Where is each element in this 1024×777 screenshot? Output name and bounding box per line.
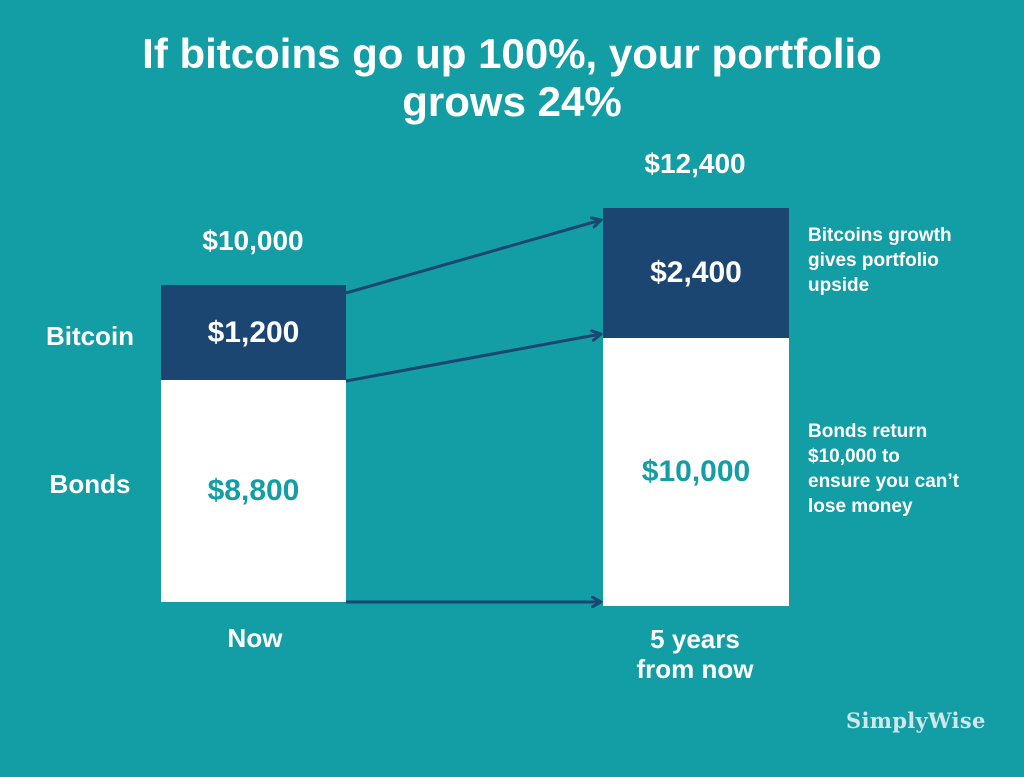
- arrow-bitcoin-bottom: [345, 334, 601, 383]
- bar-now-bitcoin: $1,200: [161, 285, 346, 380]
- annotation-bitcoin: Bitcoins growth gives portfolio upside: [808, 223, 952, 298]
- category-label-now: Now: [227, 623, 283, 653]
- chart-title: If bitcoins go up 100%, your portfolio g…: [0, 30, 1024, 126]
- annotation-bonds-line-2: $10,000 to: [808, 446, 900, 467]
- row-label-bitcoin: Bitcoin: [45, 321, 135, 351]
- annotation-bonds-line-4: lose money: [808, 496, 913, 517]
- arrow-bitcoin-top: [345, 220, 601, 295]
- annotation-bitcoin-line-1: Bitcoins growth: [808, 225, 952, 246]
- category-label-future: 5 years from now: [595, 624, 795, 684]
- bar-future-bonds: $10,000: [603, 338, 789, 606]
- bar-future-bitcoin: $2,400: [603, 208, 789, 338]
- simplywise-logo: SimplyWise: [846, 708, 986, 733]
- row-label-bonds: Bonds: [49, 469, 131, 499]
- total-now-label: $10,000: [202, 225, 304, 256]
- bar-future-bitcoin-label: $2,400: [650, 256, 742, 289]
- total-future-label: $12,400: [644, 148, 746, 179]
- bar-now-bonds: $8,800: [161, 380, 346, 602]
- category-label-future-line-1: 5 years: [650, 624, 740, 654]
- chart-title-line-1: If bitcoins go up 100%, your portfolio: [142, 30, 882, 77]
- annotation-bonds-line-1: Bonds return: [808, 421, 928, 442]
- bar-now-bonds-label: $8,800: [207, 474, 300, 507]
- bar-now-bitcoin-label: $1,200: [207, 315, 300, 349]
- category-label-future-line-2: from now: [636, 654, 754, 684]
- chart-title-line-2: grows 24%: [402, 78, 622, 125]
- annotation-bitcoin-line-3: upside: [808, 275, 870, 296]
- annotation-bitcoin-line-2: gives portfolio: [808, 250, 939, 271]
- bar-future-bonds-label: $10,000: [641, 455, 751, 488]
- annotation-bonds: Bonds return $10,000 to ensure you can’t…: [808, 419, 959, 519]
- annotation-bonds-line-3: ensure you can’t: [808, 471, 959, 492]
